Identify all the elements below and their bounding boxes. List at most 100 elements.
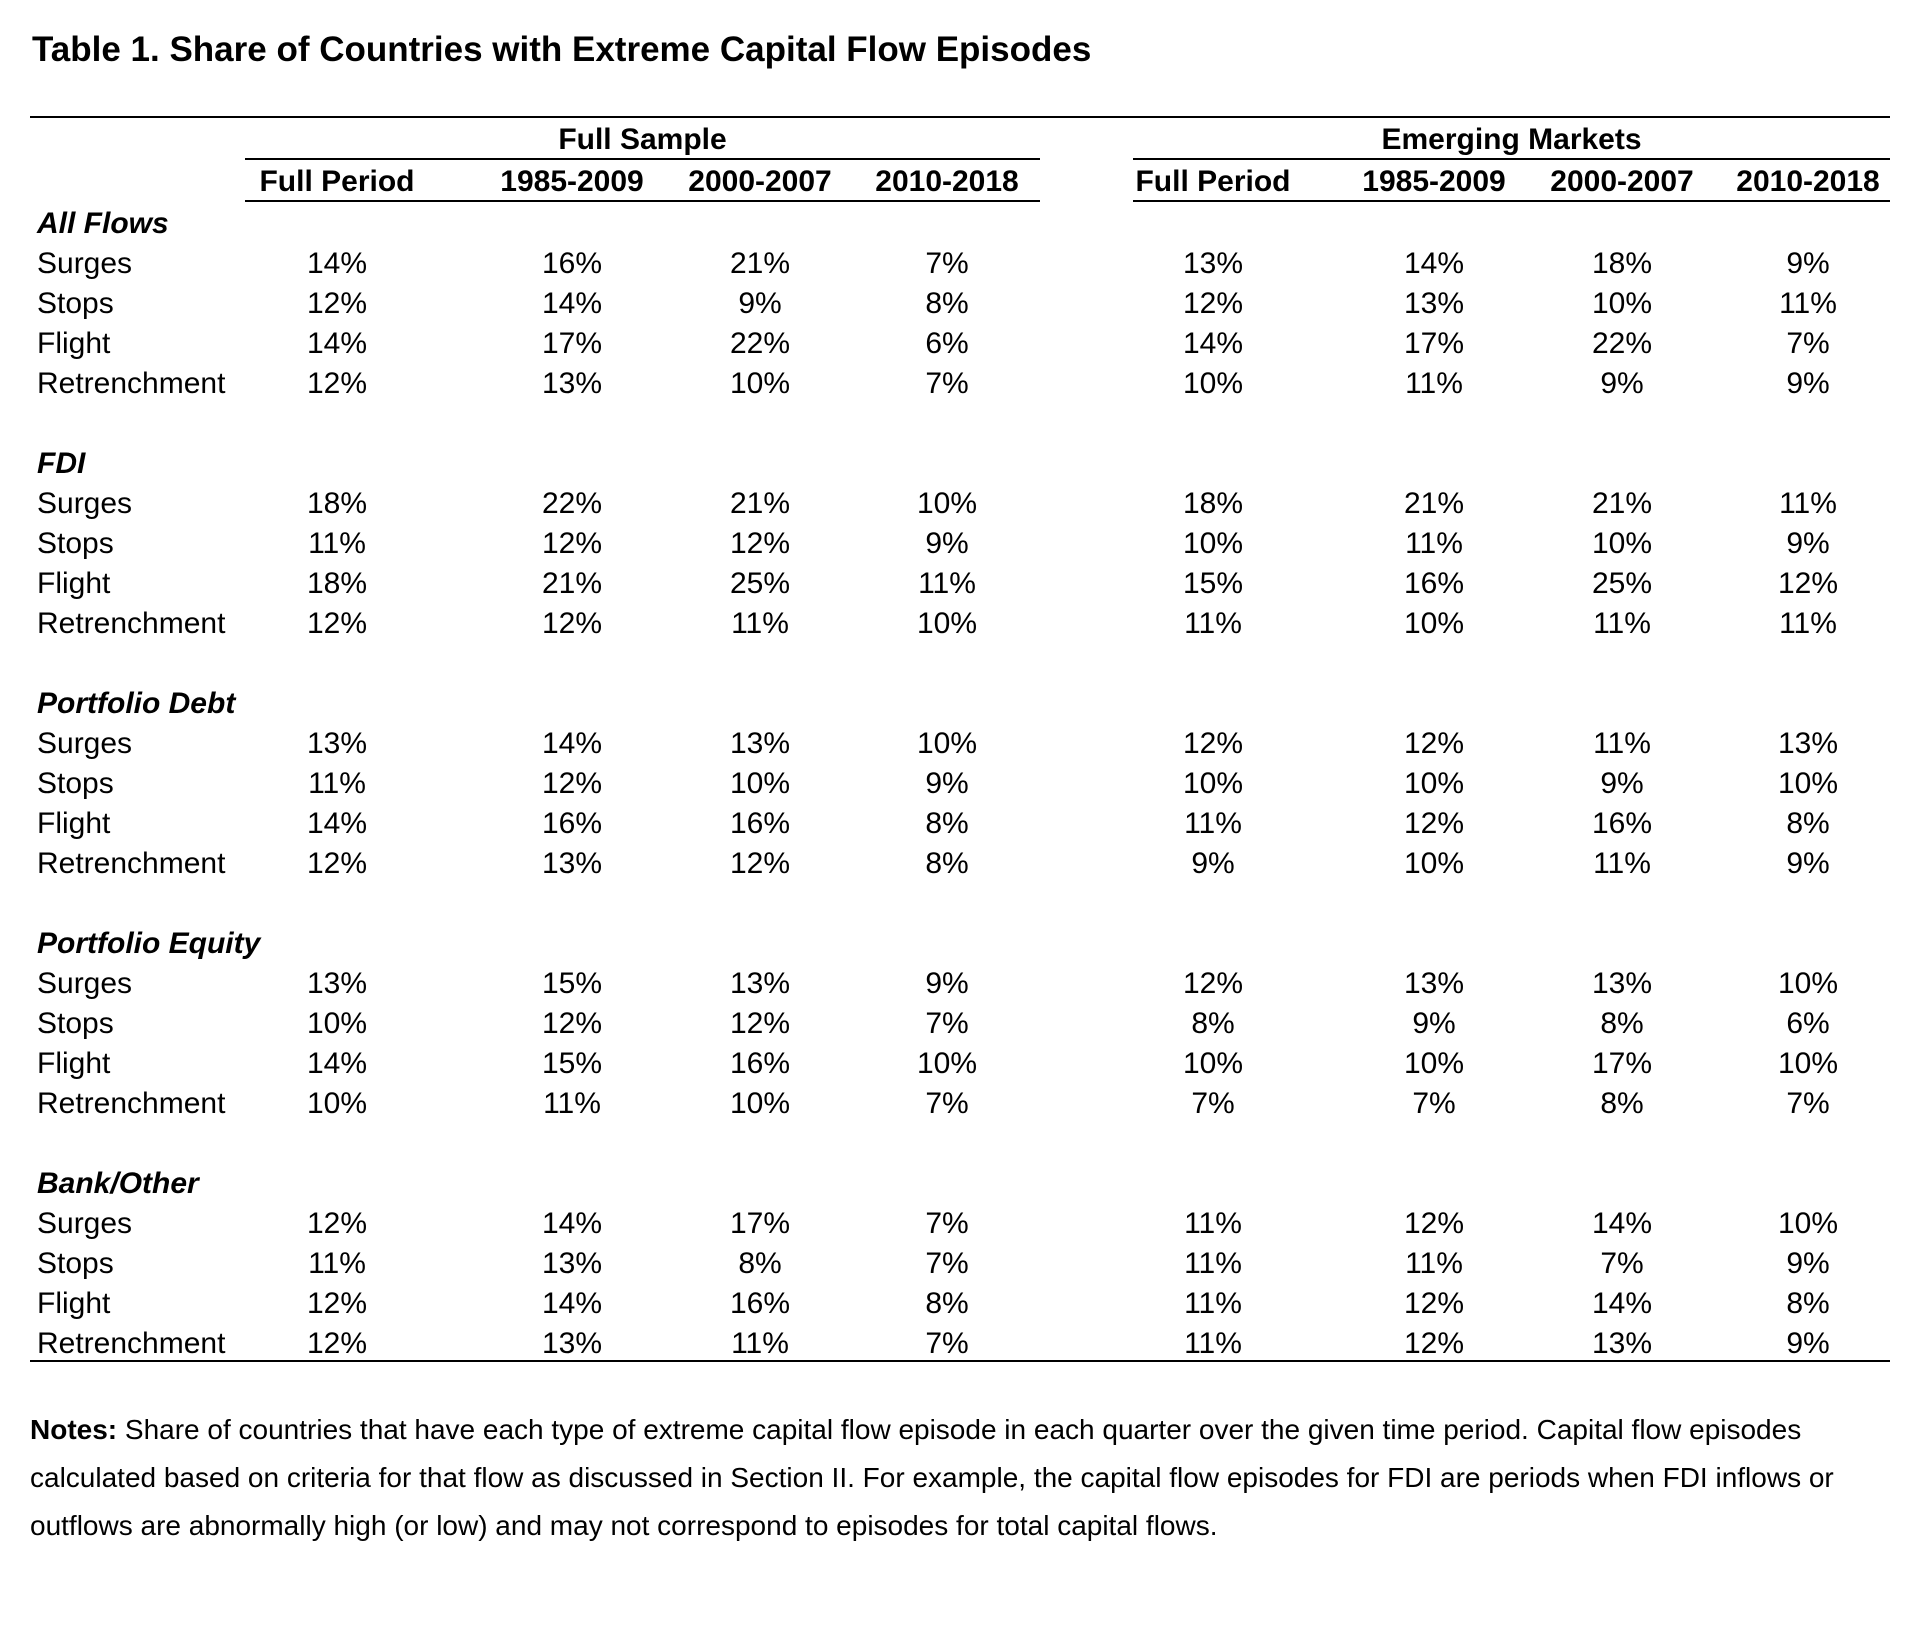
table-cell: 14% (541, 1207, 603, 1240)
column-header: 2010-2018 (875, 165, 1019, 198)
table-cell: 8% (738, 1247, 782, 1280)
table-cell: 9% (1786, 367, 1830, 400)
table-cell: 25% (729, 567, 791, 600)
table-cell: 8% (925, 847, 969, 880)
table-cell: 7% (925, 1327, 969, 1360)
table-cell: 11% (1405, 527, 1463, 560)
table-cell: 9% (925, 767, 969, 800)
table-cell: 12% (1403, 1327, 1465, 1360)
table-cell: 13% (541, 847, 603, 880)
table-cell: 13% (1591, 967, 1653, 1000)
table-cell: 9% (738, 287, 782, 320)
row-label: Flight (37, 1287, 111, 1320)
table-cell: 10% (1403, 767, 1465, 800)
row-label: Surges (37, 967, 133, 1000)
table-cell: 14% (1591, 1207, 1653, 1240)
row-label: Stops (37, 1247, 114, 1280)
table-cell: 10% (1182, 767, 1244, 800)
table-cell: 13% (541, 1247, 603, 1280)
table-cell: 10% (1777, 1047, 1839, 1080)
column-header: 1985-2009 (500, 165, 644, 198)
table-cell: 6% (1786, 1007, 1830, 1040)
table-cell: 11% (1779, 607, 1837, 640)
section-heading: Portfolio Debt (37, 687, 236, 720)
table-cell: 12% (1403, 1207, 1465, 1240)
row-label: Flight (37, 1047, 111, 1080)
table-cell: 12% (1182, 727, 1244, 760)
table-cell: 12% (306, 1287, 368, 1320)
table-cell: 12% (541, 527, 603, 560)
table-cell: 10% (306, 1087, 368, 1120)
table-cell: 22% (729, 327, 791, 360)
table-cell: 13% (1182, 247, 1244, 280)
table-cell: 13% (306, 967, 368, 1000)
table-cell: 9% (1786, 1327, 1830, 1360)
table-cell: 7% (925, 1007, 969, 1040)
table-cell: 10% (916, 727, 978, 760)
table-cell: 10% (1777, 1207, 1839, 1240)
table-cell: 16% (1403, 567, 1465, 600)
table-cell: 11% (1184, 1207, 1242, 1240)
table-cell: 11% (308, 527, 366, 560)
table-cell: 14% (1182, 327, 1244, 360)
table-cell: 7% (925, 367, 969, 400)
table-cell: 22% (541, 487, 603, 520)
table-cell: 12% (1182, 287, 1244, 320)
table-cell: 7% (925, 1087, 969, 1120)
table-cell: 15% (1182, 567, 1244, 600)
row-label: Retrenchment (37, 847, 226, 880)
table-cell: 14% (1403, 247, 1465, 280)
table-cell: 18% (306, 567, 368, 600)
table-cell: 11% (1184, 1287, 1242, 1320)
bottom-rule (30, 1360, 1890, 1362)
table-cell: 10% (1591, 287, 1653, 320)
column-header: 2000-2007 (688, 165, 832, 198)
table-title: Table 1. Share of Countries with Extreme… (32, 30, 1092, 69)
row-label: Stops (37, 767, 114, 800)
section-heading: Bank/Other (37, 1167, 199, 1200)
table-cell: 8% (925, 287, 969, 320)
group-rule-emerging-markets (1133, 158, 1890, 160)
column-header: 2000-2007 (1550, 165, 1694, 198)
table-cell: 21% (729, 247, 791, 280)
table-cell: 12% (306, 607, 368, 640)
table-cell: 6% (925, 327, 969, 360)
column-header: 1985-2009 (1362, 165, 1506, 198)
table-cell: 11% (1593, 727, 1651, 760)
table-cell: 10% (1182, 367, 1244, 400)
table-cell: 11% (1593, 847, 1651, 880)
table-cell: 17% (729, 1207, 791, 1240)
table-cell: 17% (1591, 1047, 1653, 1080)
table-cell: 10% (1777, 767, 1839, 800)
table-cell: 11% (308, 1247, 366, 1280)
notes-text: Share of countries that have each type o… (30, 1414, 1834, 1541)
table-cell: 12% (306, 847, 368, 880)
table-cell: 9% (1786, 1247, 1830, 1280)
table-cell: 17% (541, 327, 603, 360)
table-cell: 15% (541, 1047, 603, 1080)
table-cell: 14% (306, 327, 368, 360)
table-cell: 9% (925, 967, 969, 1000)
table-cell: 12% (729, 527, 791, 560)
table-cell: 11% (1184, 607, 1242, 640)
table-cell: 18% (306, 487, 368, 520)
table-cell: 11% (731, 607, 789, 640)
table-cell: 8% (1191, 1007, 1235, 1040)
table-cell: 12% (306, 1207, 368, 1240)
table-cell: 7% (925, 1207, 969, 1240)
table-cell: 12% (1182, 967, 1244, 1000)
table-cell: 10% (306, 1007, 368, 1040)
group-header-emerging-markets: Emerging Markets (1381, 123, 1642, 156)
table-cell: 22% (1591, 327, 1653, 360)
table-cell: 12% (1777, 567, 1839, 600)
table-cell: 10% (916, 1047, 978, 1080)
notes-label: Notes: (30, 1414, 118, 1445)
table-cell: 11% (1405, 367, 1463, 400)
table-cell: 11% (1779, 287, 1837, 320)
table-cell: 12% (306, 287, 368, 320)
table-cell: 21% (1591, 487, 1653, 520)
table-cell: 12% (306, 1327, 368, 1360)
table-cell: 7% (925, 1247, 969, 1280)
table-cell: 13% (729, 727, 791, 760)
row-label: Surges (37, 1207, 133, 1240)
